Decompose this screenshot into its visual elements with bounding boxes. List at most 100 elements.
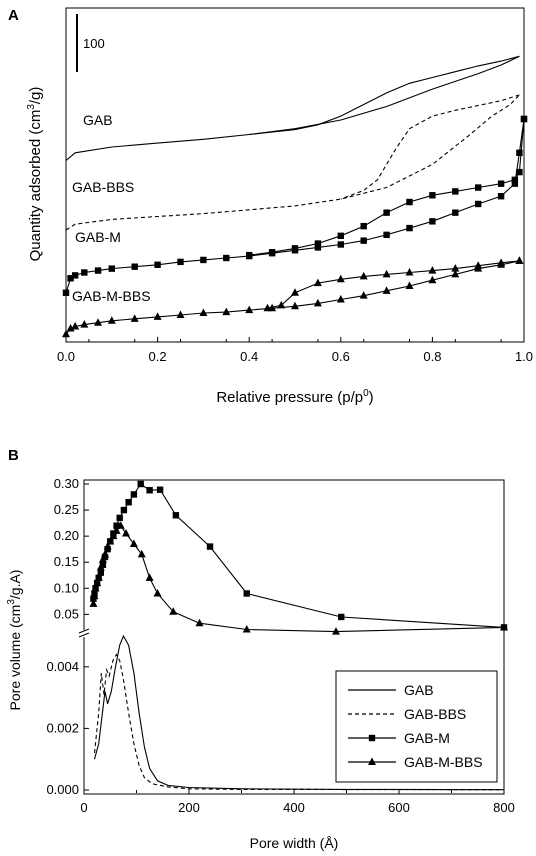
x-tick-label: 0.2 <box>149 349 167 364</box>
data-point-gab-m <box>452 209 459 216</box>
panel-a-x-ticks: 0.0 0.2 0.4 0.6 0.8 1.0 <box>57 337 533 364</box>
data-point-gab-m <box>383 209 390 216</box>
data-point-gab-m <box>475 184 482 191</box>
data-point-gab-m-bbs <box>94 318 103 326</box>
data-point-gab-m-bbs <box>116 521 125 529</box>
data-point-gab-m-bbs <box>89 599 98 607</box>
data-point-gab-m-bbs <box>382 269 391 278</box>
legend-marker-gab-m-bbs <box>368 757 376 765</box>
data-point-gab-m <box>337 241 344 248</box>
data-point-gab-m <box>206 543 214 550</box>
panel-a-x-axis-label: Relative pressure (p/p0) <box>216 388 373 406</box>
data-point-gab-m <box>511 176 519 184</box>
y-tick-label: 0.30 <box>54 476 79 491</box>
data-point-gab-m-bbs <box>263 303 272 312</box>
panel-b-y-ticks: 0.05 0.10 0.15 0.20 0.25 0.30 0.000 0.002 0.004 <box>46 476 89 797</box>
data-point-gab-m-bbs <box>199 308 208 317</box>
y-tick-label: 0.15 <box>54 554 79 569</box>
data-point-gab-m <box>406 198 413 206</box>
data-point-gab-m <box>120 506 128 514</box>
data-point-gab-m-bbs <box>153 589 162 597</box>
data-point-gab-m-bbs <box>313 298 322 307</box>
data-point-gab-m-bbs <box>195 618 204 627</box>
data-point-gab-m-bbs <box>153 312 162 320</box>
data-point-gab-m <box>97 569 104 576</box>
data-point-gab-m-bbs <box>313 278 322 287</box>
data-point-gab-m <box>429 192 436 199</box>
data-point-gab-m <box>452 188 459 195</box>
data-point-gab-m-bbs <box>62 329 70 338</box>
panel-b: B 0.05 0.10 0.15 0.20 0.25 0.30 0.000 0.002 0.00… <box>6 447 515 851</box>
y-tick-label: 0.000 <box>46 782 79 797</box>
data-point-gab-m-bbs <box>277 300 286 309</box>
data-point-gab-m-bbs <box>101 549 109 558</box>
legend-label-gab-bbs: GAB-BBS <box>404 706 466 722</box>
curve-label-gab-m-bbs: GAB-M-BBS <box>72 288 151 304</box>
data-point-gab-m-bbs <box>428 275 437 284</box>
x-tick-label: 0.4 <box>240 349 258 364</box>
data-point-gab-m <box>268 249 276 256</box>
curve-label-gab: GAB <box>83 112 113 128</box>
y-tick-label: 0.004 <box>46 659 79 674</box>
data-point-gab-m-bbs <box>106 536 115 545</box>
data-point-gab-m <box>137 480 144 488</box>
data-point-gab-m-bbs <box>405 267 414 276</box>
data-point-gab-m <box>314 244 322 251</box>
data-point-gab-m <box>360 222 367 230</box>
data-point-gab-m <box>337 232 344 240</box>
data-point-gab-m <box>314 240 322 247</box>
x-tick-label: 1.0 <box>515 349 533 364</box>
data-point-gab-m-bbs <box>71 322 80 330</box>
data-point-gab-m <box>223 254 230 262</box>
panel-b-curves <box>89 480 508 791</box>
x-tick-label: 800 <box>493 800 515 815</box>
data-point-gab-m <box>172 512 180 519</box>
data-point-gab-m-bbs <box>107 316 116 324</box>
data-point-gab-m-bbs <box>359 271 368 280</box>
legend-label-gab-m: GAB-M <box>404 730 450 746</box>
data-point-gab-m <box>383 231 390 239</box>
data-point-gab-m-bbs <box>122 529 130 537</box>
data-point-gab-m-bbs <box>145 573 154 581</box>
data-point-gab-m <box>113 522 120 529</box>
data-point-gab-m-bbs <box>497 258 506 266</box>
panel-a-label: A <box>8 7 19 24</box>
panel-b-x-axis-label: Pore width (Å) <box>250 835 339 851</box>
data-point-gab-m-bbs <box>515 256 524 264</box>
data-point-gab-m <box>99 561 107 569</box>
series-line-gab <box>93 634 505 791</box>
series-line-gab-m-bbs <box>92 524 505 633</box>
y-tick-label: 0.10 <box>54 580 79 595</box>
x-tick-label: 0 <box>80 800 87 815</box>
legend-marker-gab-m <box>368 734 376 742</box>
data-point-gab-m-bbs <box>80 320 89 328</box>
data-point-gab-m <box>67 275 74 282</box>
data-point-gab-m <box>130 491 138 498</box>
data-point-gab-m-bbs <box>405 281 414 290</box>
data-point-gab-m <box>516 168 523 176</box>
data-point-gab-m <box>429 218 436 225</box>
data-point-gab-m <box>497 193 505 200</box>
data-point-gab-m-bbs <box>129 539 138 547</box>
data-point-gab-m-bbs <box>245 305 254 314</box>
data-point-gab-m-bbs <box>130 314 139 322</box>
data-point-gab-m-bbs <box>474 261 483 269</box>
legend: GAB GAB-BBS GAB-M GAB-M-BBS <box>335 670 498 783</box>
series-line-gab-m <box>92 483 505 628</box>
data-point-gab-m-bbs <box>91 583 100 592</box>
data-point-gab-m <box>131 263 138 270</box>
series-line-gab-bbs-adsorption <box>65 94 520 231</box>
y-tick-label: 0.05 <box>54 606 79 621</box>
data-point-gab-m <box>125 499 132 506</box>
panel-b-x-ticks: 0 200 400 600 800 <box>80 789 515 815</box>
series-line-gab-bbs <box>93 653 505 791</box>
data-point-gab-m <box>246 251 253 259</box>
data-point-gab-m-bbs <box>93 578 102 587</box>
data-point-gab-m <box>81 269 88 276</box>
data-point-gab-m-bbs <box>176 310 185 318</box>
panel-a-scale-bar-label: 100 <box>83 36 105 51</box>
curve-label-gab-m: GAB-M <box>75 229 121 245</box>
data-point-gab-m-bbs <box>451 269 460 278</box>
panel-a: A 100 GAB GAB-BBS GAB-M GAB-M-BBS 0.0 0.2… <box>8 7 533 406</box>
data-point-gab-m <box>108 265 115 272</box>
